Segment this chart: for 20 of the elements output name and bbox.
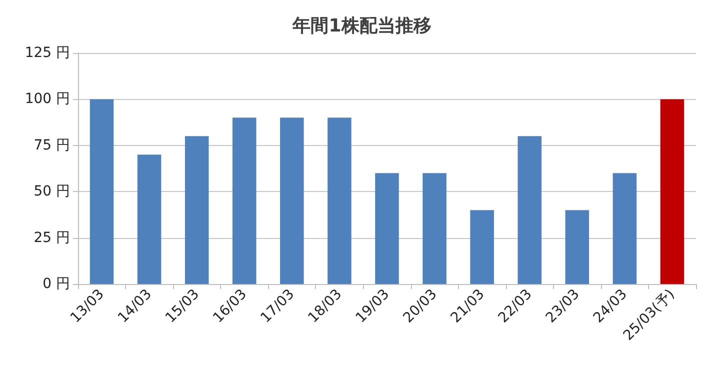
bar (280, 118, 304, 284)
y-tick-label: 125 円 (24, 45, 70, 61)
bar (137, 154, 162, 284)
y-tick-label: 25 円 (34, 230, 70, 246)
chart-title: 年間1株配当推移 (292, 16, 432, 36)
bar (660, 99, 684, 284)
bar (184, 136, 209, 284)
y-tick-label: 0 円 (42, 276, 70, 292)
bar (328, 118, 352, 284)
bar (518, 136, 542, 284)
bar (232, 118, 256, 284)
bar (470, 210, 494, 284)
bar (565, 210, 590, 284)
bar (422, 173, 446, 284)
bar (90, 99, 114, 284)
y-tick-label: 75 円 (34, 137, 70, 154)
y-tick-label: 100 円 (24, 91, 70, 108)
bar (612, 173, 637, 284)
bar (375, 173, 399, 284)
y-tick-label: 50 円 (34, 184, 70, 200)
